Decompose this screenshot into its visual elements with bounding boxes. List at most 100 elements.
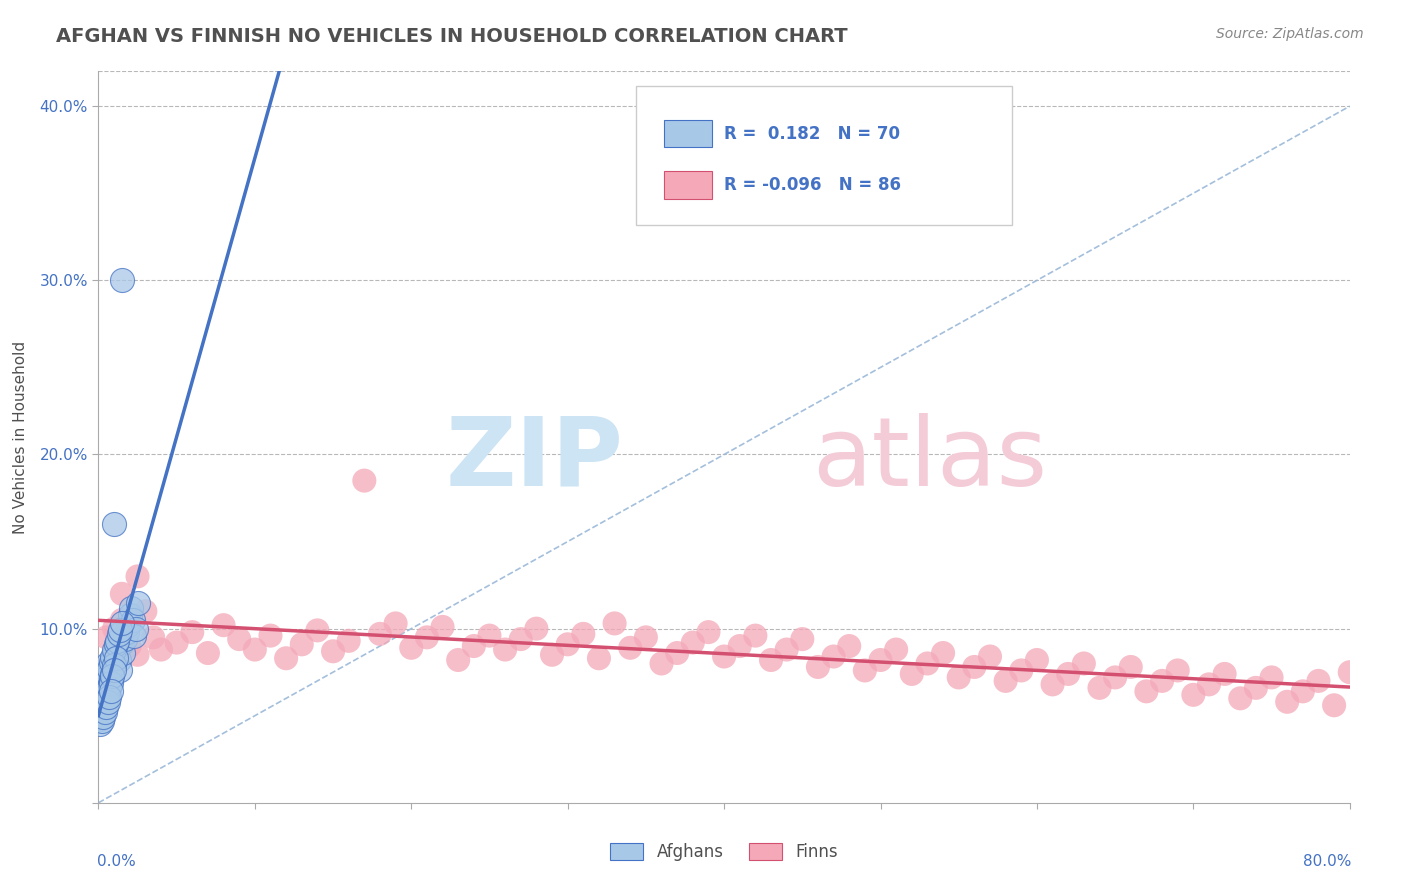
Point (111, 616, 134, 631)
Point (127, 569, 149, 583)
Point (1198, 677, 1220, 691)
Point (1277, 695, 1299, 709)
Point (1339, 665, 1361, 680)
Point (127, 648, 149, 662)
Point (111, 273, 134, 287)
Point (1260, 670, 1282, 684)
Point (307, 624, 329, 638)
Point (619, 640, 641, 655)
Point (93, 681, 115, 695)
Text: Source: ZipAtlas.com: Source: ZipAtlas.com (1216, 27, 1364, 41)
Point (212, 618, 235, 632)
Point (666, 646, 689, 660)
Point (1292, 684, 1315, 698)
Point (166, 635, 188, 649)
Point (111, 587, 134, 601)
Point (103, 622, 125, 636)
Point (682, 635, 704, 649)
Text: atlas: atlas (811, 412, 1047, 506)
Point (759, 653, 782, 667)
Point (97, 686, 120, 700)
Point (337, 633, 360, 648)
Text: 80.0%: 80.0% (1302, 854, 1351, 869)
Point (124, 629, 146, 643)
Point (93, 705, 115, 719)
Point (103, 664, 125, 678)
Point (634, 631, 657, 645)
Point (1213, 667, 1236, 681)
Point (93, 698, 115, 713)
Point (111, 613, 134, 627)
Point (112, 646, 135, 660)
Point (120, 600, 142, 615)
Point (97, 695, 120, 709)
Point (1152, 673, 1174, 688)
Bar (664, 171, 711, 199)
Point (1182, 688, 1205, 702)
Text: 0.0%: 0.0% (97, 854, 136, 869)
Point (1010, 664, 1032, 678)
Point (117, 618, 139, 632)
Point (322, 644, 344, 658)
Point (963, 660, 986, 674)
Point (100, 684, 122, 698)
Point (115, 625, 138, 640)
Point (291, 637, 314, 651)
Point (884, 642, 907, 657)
Point (89, 691, 111, 706)
Point (118, 607, 141, 622)
Point (228, 632, 250, 646)
Text: AFGHAN VS FINNISH NO VEHICLES IN HOUSEHOLD CORRELATION CHART: AFGHAN VS FINNISH NO VEHICLES IN HOUSEHO… (56, 27, 848, 45)
Point (526, 622, 548, 636)
Point (127, 595, 149, 609)
Point (97, 684, 120, 698)
Point (96, 665, 118, 680)
Point (90, 708, 112, 723)
Point (948, 670, 970, 684)
Point (107, 627, 129, 641)
FancyBboxPatch shape (637, 86, 1012, 225)
Point (792, 632, 814, 646)
Point (353, 474, 375, 488)
Point (1229, 691, 1251, 706)
Point (713, 649, 735, 664)
Point (96, 693, 118, 707)
Point (103, 648, 125, 662)
Point (101, 649, 124, 664)
Point (650, 657, 672, 671)
Point (1135, 684, 1157, 698)
Point (103, 658, 125, 673)
Point (125, 622, 148, 636)
Point (197, 646, 219, 660)
Point (89, 717, 111, 731)
Point (447, 653, 470, 667)
Text: ZIP: ZIP (446, 412, 624, 506)
Point (134, 604, 156, 618)
Point (478, 629, 501, 643)
Point (104, 637, 127, 651)
Point (1073, 657, 1095, 671)
Point (100, 675, 122, 690)
Point (572, 627, 595, 641)
Point (1026, 653, 1049, 667)
Point (259, 629, 281, 643)
Point (994, 673, 1017, 688)
Point (103, 517, 125, 532)
Point (111, 635, 134, 649)
Point (114, 632, 136, 646)
Point (110, 624, 132, 638)
Point (121, 613, 143, 627)
Point (697, 625, 720, 640)
Point (150, 642, 173, 657)
Point (90, 706, 112, 721)
Point (181, 625, 204, 640)
Point (1104, 670, 1126, 684)
Point (98, 677, 121, 691)
Point (932, 646, 955, 660)
Point (243, 642, 266, 657)
Point (807, 660, 830, 674)
Point (728, 639, 751, 653)
Point (100, 672, 122, 686)
Point (110, 664, 132, 678)
Point (93, 673, 115, 688)
